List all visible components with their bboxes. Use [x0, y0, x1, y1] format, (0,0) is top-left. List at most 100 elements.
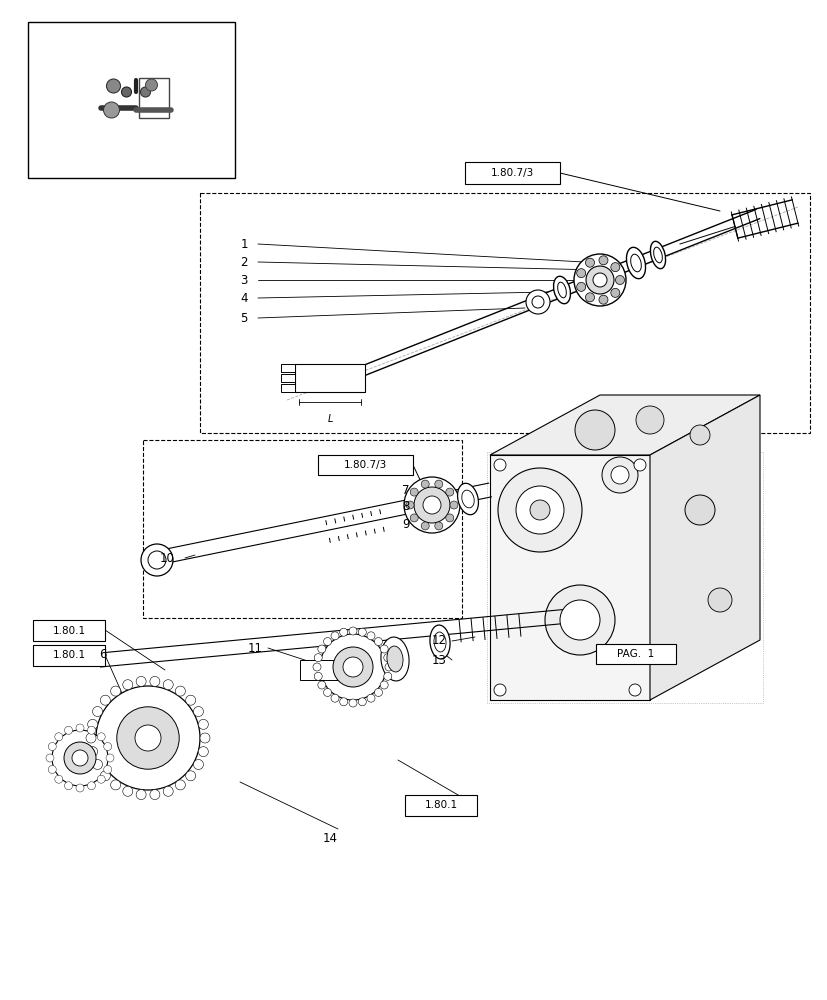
Text: 3: 3	[241, 273, 248, 286]
Circle shape	[339, 628, 347, 636]
Circle shape	[319, 634, 385, 700]
Circle shape	[200, 733, 210, 743]
Circle shape	[111, 686, 121, 696]
Circle shape	[374, 688, 382, 696]
Circle shape	[122, 87, 131, 97]
Circle shape	[421, 480, 428, 488]
Circle shape	[103, 765, 112, 773]
Text: 1: 1	[240, 237, 248, 250]
Circle shape	[586, 266, 614, 294]
Text: 5: 5	[241, 312, 248, 324]
Circle shape	[150, 790, 160, 800]
Circle shape	[72, 750, 88, 766]
Circle shape	[97, 733, 105, 741]
Circle shape	[380, 645, 388, 653]
Circle shape	[76, 784, 84, 792]
Circle shape	[421, 522, 428, 530]
Circle shape	[601, 457, 638, 493]
Circle shape	[150, 676, 160, 686]
Text: 1.80.1: 1.80.1	[52, 626, 85, 636]
Circle shape	[494, 459, 505, 471]
Circle shape	[141, 544, 173, 576]
Circle shape	[383, 654, 391, 662]
Circle shape	[106, 754, 114, 762]
Text: 14: 14	[323, 832, 337, 844]
Circle shape	[434, 522, 442, 530]
Circle shape	[339, 698, 347, 706]
Circle shape	[331, 632, 338, 640]
Circle shape	[175, 780, 185, 790]
Circle shape	[529, 500, 549, 520]
Circle shape	[610, 288, 619, 297]
Circle shape	[194, 707, 203, 717]
Text: 10: 10	[160, 552, 174, 564]
Circle shape	[405, 501, 414, 509]
Circle shape	[93, 759, 103, 769]
Circle shape	[409, 488, 418, 496]
Text: 12: 12	[432, 635, 447, 648]
Polygon shape	[649, 395, 759, 700]
Bar	[299, 660, 340, 680]
Circle shape	[525, 290, 549, 314]
Circle shape	[366, 694, 375, 702]
Circle shape	[342, 657, 362, 677]
Circle shape	[314, 654, 322, 662]
Circle shape	[314, 672, 322, 680]
Circle shape	[585, 258, 594, 267]
Bar	[465, 162, 559, 184]
Circle shape	[88, 719, 98, 729]
Circle shape	[76, 724, 84, 732]
Circle shape	[194, 759, 203, 769]
Circle shape	[380, 681, 388, 689]
Circle shape	[409, 514, 418, 522]
Circle shape	[55, 775, 63, 783]
Ellipse shape	[457, 483, 478, 515]
Circle shape	[318, 645, 326, 653]
Circle shape	[185, 695, 195, 705]
Circle shape	[358, 628, 366, 636]
Circle shape	[46, 754, 54, 762]
Bar	[200, 193, 809, 433]
Text: 2: 2	[240, 255, 248, 268]
Ellipse shape	[626, 247, 645, 279]
Bar	[294, 364, 365, 392]
Ellipse shape	[553, 276, 570, 304]
Circle shape	[445, 488, 453, 496]
Bar	[280, 364, 294, 372]
Circle shape	[141, 87, 151, 97]
Circle shape	[404, 477, 460, 533]
Circle shape	[348, 699, 356, 707]
Text: L: L	[327, 414, 332, 424]
Circle shape	[598, 256, 607, 265]
Circle shape	[449, 501, 457, 509]
Text: PAG.  1: PAG. 1	[617, 649, 654, 659]
Text: 6: 6	[99, 648, 107, 660]
Bar	[28, 22, 235, 178]
Circle shape	[629, 684, 640, 696]
Circle shape	[684, 495, 715, 525]
Text: 11: 11	[248, 642, 263, 654]
Circle shape	[323, 638, 331, 646]
Circle shape	[445, 514, 453, 522]
Circle shape	[598, 295, 607, 304]
Circle shape	[592, 273, 606, 287]
Text: 1.80.1: 1.80.1	[52, 650, 85, 660]
Circle shape	[100, 771, 110, 781]
Circle shape	[122, 786, 132, 796]
Circle shape	[163, 786, 173, 796]
Circle shape	[117, 707, 179, 769]
Circle shape	[93, 707, 103, 717]
Bar	[280, 374, 294, 382]
Circle shape	[689, 425, 709, 445]
Circle shape	[610, 263, 619, 272]
Circle shape	[88, 747, 98, 757]
Text: 7: 7	[402, 484, 409, 496]
Circle shape	[136, 790, 146, 800]
Circle shape	[318, 681, 326, 689]
Circle shape	[48, 743, 56, 751]
Ellipse shape	[650, 241, 665, 269]
Circle shape	[497, 468, 581, 552]
Circle shape	[332, 647, 372, 687]
Bar	[143, 440, 461, 618]
Circle shape	[111, 780, 121, 790]
